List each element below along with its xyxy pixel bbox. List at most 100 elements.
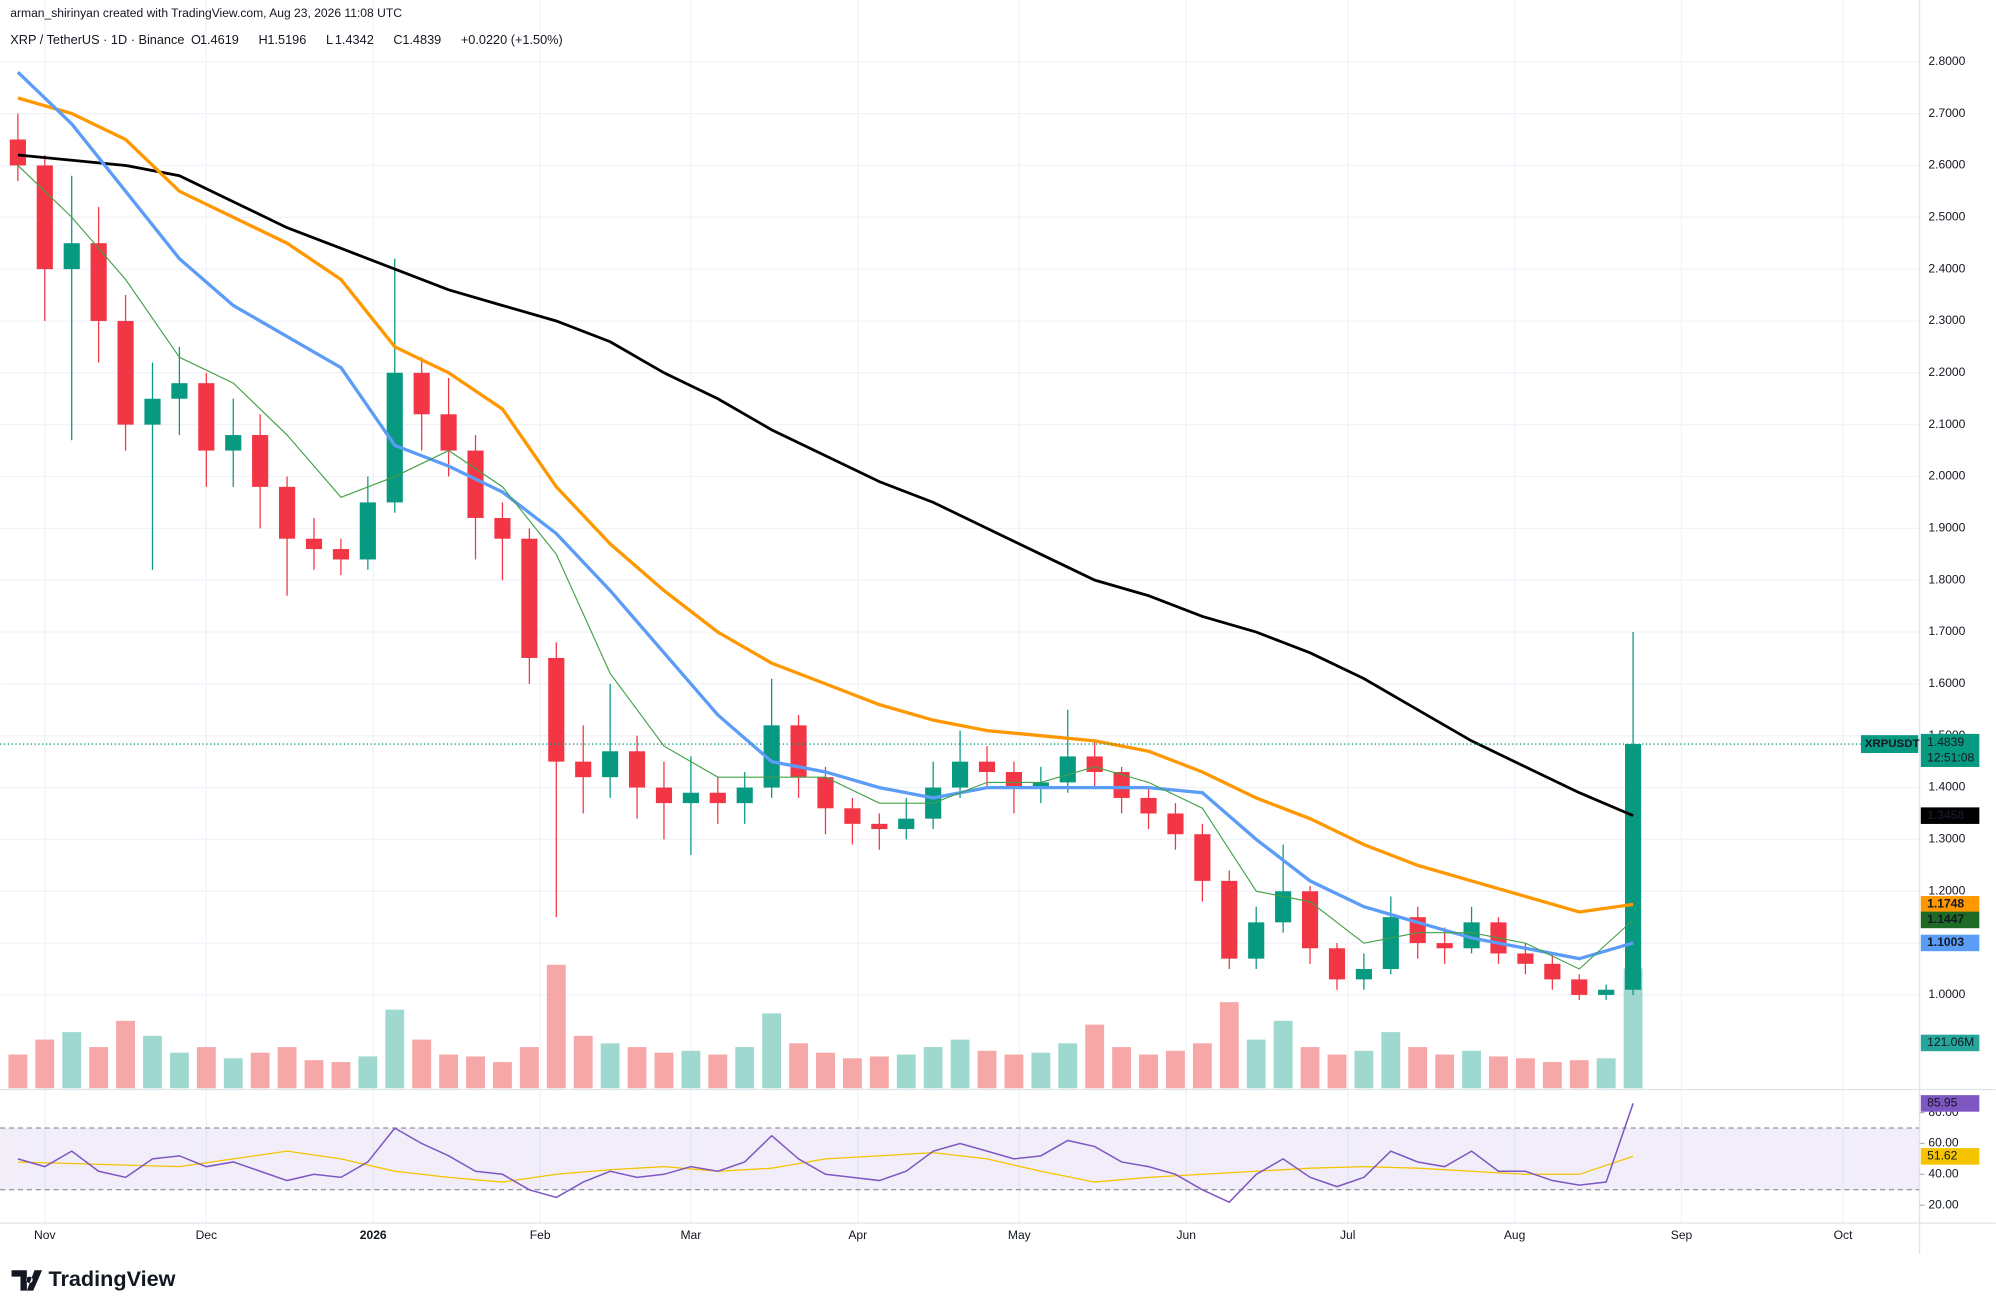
x-tick-label: Jun xyxy=(1176,1228,1195,1242)
candle-body xyxy=(548,657,565,762)
y-tick-label: 1.4000 xyxy=(1928,780,1965,794)
ohlc-value: 1.4839 xyxy=(402,32,441,47)
candle-body xyxy=(440,414,457,451)
ma-label-box xyxy=(1920,896,1980,913)
volume-bar xyxy=(869,1056,889,1089)
candle-body xyxy=(952,761,969,788)
volume-bar xyxy=(169,1052,189,1089)
y-tick-label: 2.0000 xyxy=(1928,469,1965,483)
candle-body xyxy=(198,383,215,451)
y-tick-label: 2.1000 xyxy=(1928,417,1965,431)
candle-body xyxy=(225,435,242,451)
candle-body xyxy=(117,320,134,425)
symbol: XRP / TetherUS · 1D · Binance xyxy=(10,32,184,47)
ohlc-key: H xyxy=(258,32,267,47)
ma-line xyxy=(16,70,1634,961)
volume-bar xyxy=(950,1039,970,1089)
candle-body xyxy=(1598,989,1615,995)
volume-bar xyxy=(842,1058,862,1089)
change: +0.0220 (+1.50%) xyxy=(461,32,563,47)
candle-body xyxy=(359,502,376,560)
candle-body xyxy=(90,243,107,321)
candle-body xyxy=(763,725,780,788)
volume-label: 121.06M xyxy=(1927,1035,1974,1049)
y-tick-label: 2.5000 xyxy=(1928,209,1965,223)
candle-body xyxy=(898,818,915,830)
x-tick-label: Dec xyxy=(196,1228,217,1242)
x-tick-label: Feb xyxy=(530,1228,551,1242)
volume-bar xyxy=(62,1032,82,1089)
y-tick-label: 1.9000 xyxy=(1928,521,1965,535)
volume-bar xyxy=(600,1043,620,1089)
volume-bar xyxy=(116,1020,135,1089)
volume-bar xyxy=(277,1047,297,1089)
y-tick-label: 2.6000 xyxy=(1928,158,1965,172)
candle-body xyxy=(1140,797,1157,814)
volume-bar xyxy=(1300,1047,1320,1089)
ticker-label: XRPUSDT xyxy=(1865,738,1920,750)
volume-bar xyxy=(546,964,566,1089)
ohlc-value: 1.5196 xyxy=(267,32,306,47)
candle-body xyxy=(978,761,996,773)
ma-label: 1.1447 xyxy=(1927,912,1964,926)
rsi-tick-label: 40.00 xyxy=(1928,1167,1959,1181)
volume-bar xyxy=(654,1052,674,1089)
candle-body xyxy=(1355,969,1372,980)
volume-bar xyxy=(1354,1050,1374,1089)
x-tick-label: Nov xyxy=(34,1228,55,1242)
volume-bar xyxy=(1004,1054,1024,1089)
candle-body xyxy=(1059,756,1076,783)
volume-bar xyxy=(1058,1043,1078,1089)
volume-bar xyxy=(923,1047,943,1089)
volume-bar xyxy=(681,1050,701,1089)
candle-body xyxy=(844,808,861,824)
volume-bar xyxy=(1219,1002,1239,1089)
volume-bar xyxy=(1031,1052,1051,1089)
ma-label-box xyxy=(1920,807,1980,824)
volume-bar xyxy=(708,1054,728,1089)
candle-body xyxy=(9,139,26,166)
volume-bar xyxy=(573,1035,593,1089)
y-tick-label: 2.7000 xyxy=(1928,106,1965,120)
candle-body xyxy=(521,538,538,658)
volume-bar xyxy=(196,1047,216,1089)
candle-body xyxy=(1194,834,1211,881)
volume-bar xyxy=(627,1047,647,1089)
volume-bar xyxy=(1569,1060,1589,1089)
y-tick-label: 2.3000 xyxy=(1928,313,1965,327)
x-tick-label: Aug xyxy=(1504,1228,1526,1242)
volume-bar xyxy=(250,1052,270,1089)
volume-bar xyxy=(1489,1056,1508,1089)
candle-body xyxy=(628,751,646,788)
rsi-tick-label: 20.00 xyxy=(1928,1197,1959,1211)
price-box xyxy=(1920,733,1980,767)
candle-body xyxy=(1248,922,1265,959)
x-tick-label: Oct xyxy=(1834,1228,1853,1242)
rsi-line xyxy=(17,1103,1634,1204)
candle-body xyxy=(1328,948,1346,980)
y-tick-label: 1.2000 xyxy=(1928,883,1965,897)
candle-body xyxy=(817,777,834,809)
ohlc-key: L xyxy=(326,32,333,47)
volume-bar xyxy=(89,1047,109,1089)
ma-label: 1.3458 xyxy=(1927,808,1964,822)
volume-bar xyxy=(1327,1054,1347,1089)
volume-bar xyxy=(1381,1032,1401,1089)
candle-body xyxy=(1113,772,1130,798)
candle-body xyxy=(252,435,269,487)
volume-bar xyxy=(1515,1058,1535,1089)
ma-label: 1.1748 xyxy=(1927,897,1964,911)
candle-body xyxy=(1005,772,1023,788)
volume-bar xyxy=(1273,1020,1293,1089)
volume-bar xyxy=(1435,1054,1455,1089)
volume-bar xyxy=(358,1056,378,1089)
volume-bar xyxy=(493,1062,512,1089)
volume-bar xyxy=(1542,1062,1562,1089)
candle-body xyxy=(709,792,726,804)
logo-text: TradingView xyxy=(48,1266,175,1291)
logo: TradingView xyxy=(11,1266,176,1291)
marks xyxy=(0,70,1920,1204)
header: arman_shirinyan created with TradingView… xyxy=(10,6,402,20)
rsi-band xyxy=(0,1128,1920,1190)
